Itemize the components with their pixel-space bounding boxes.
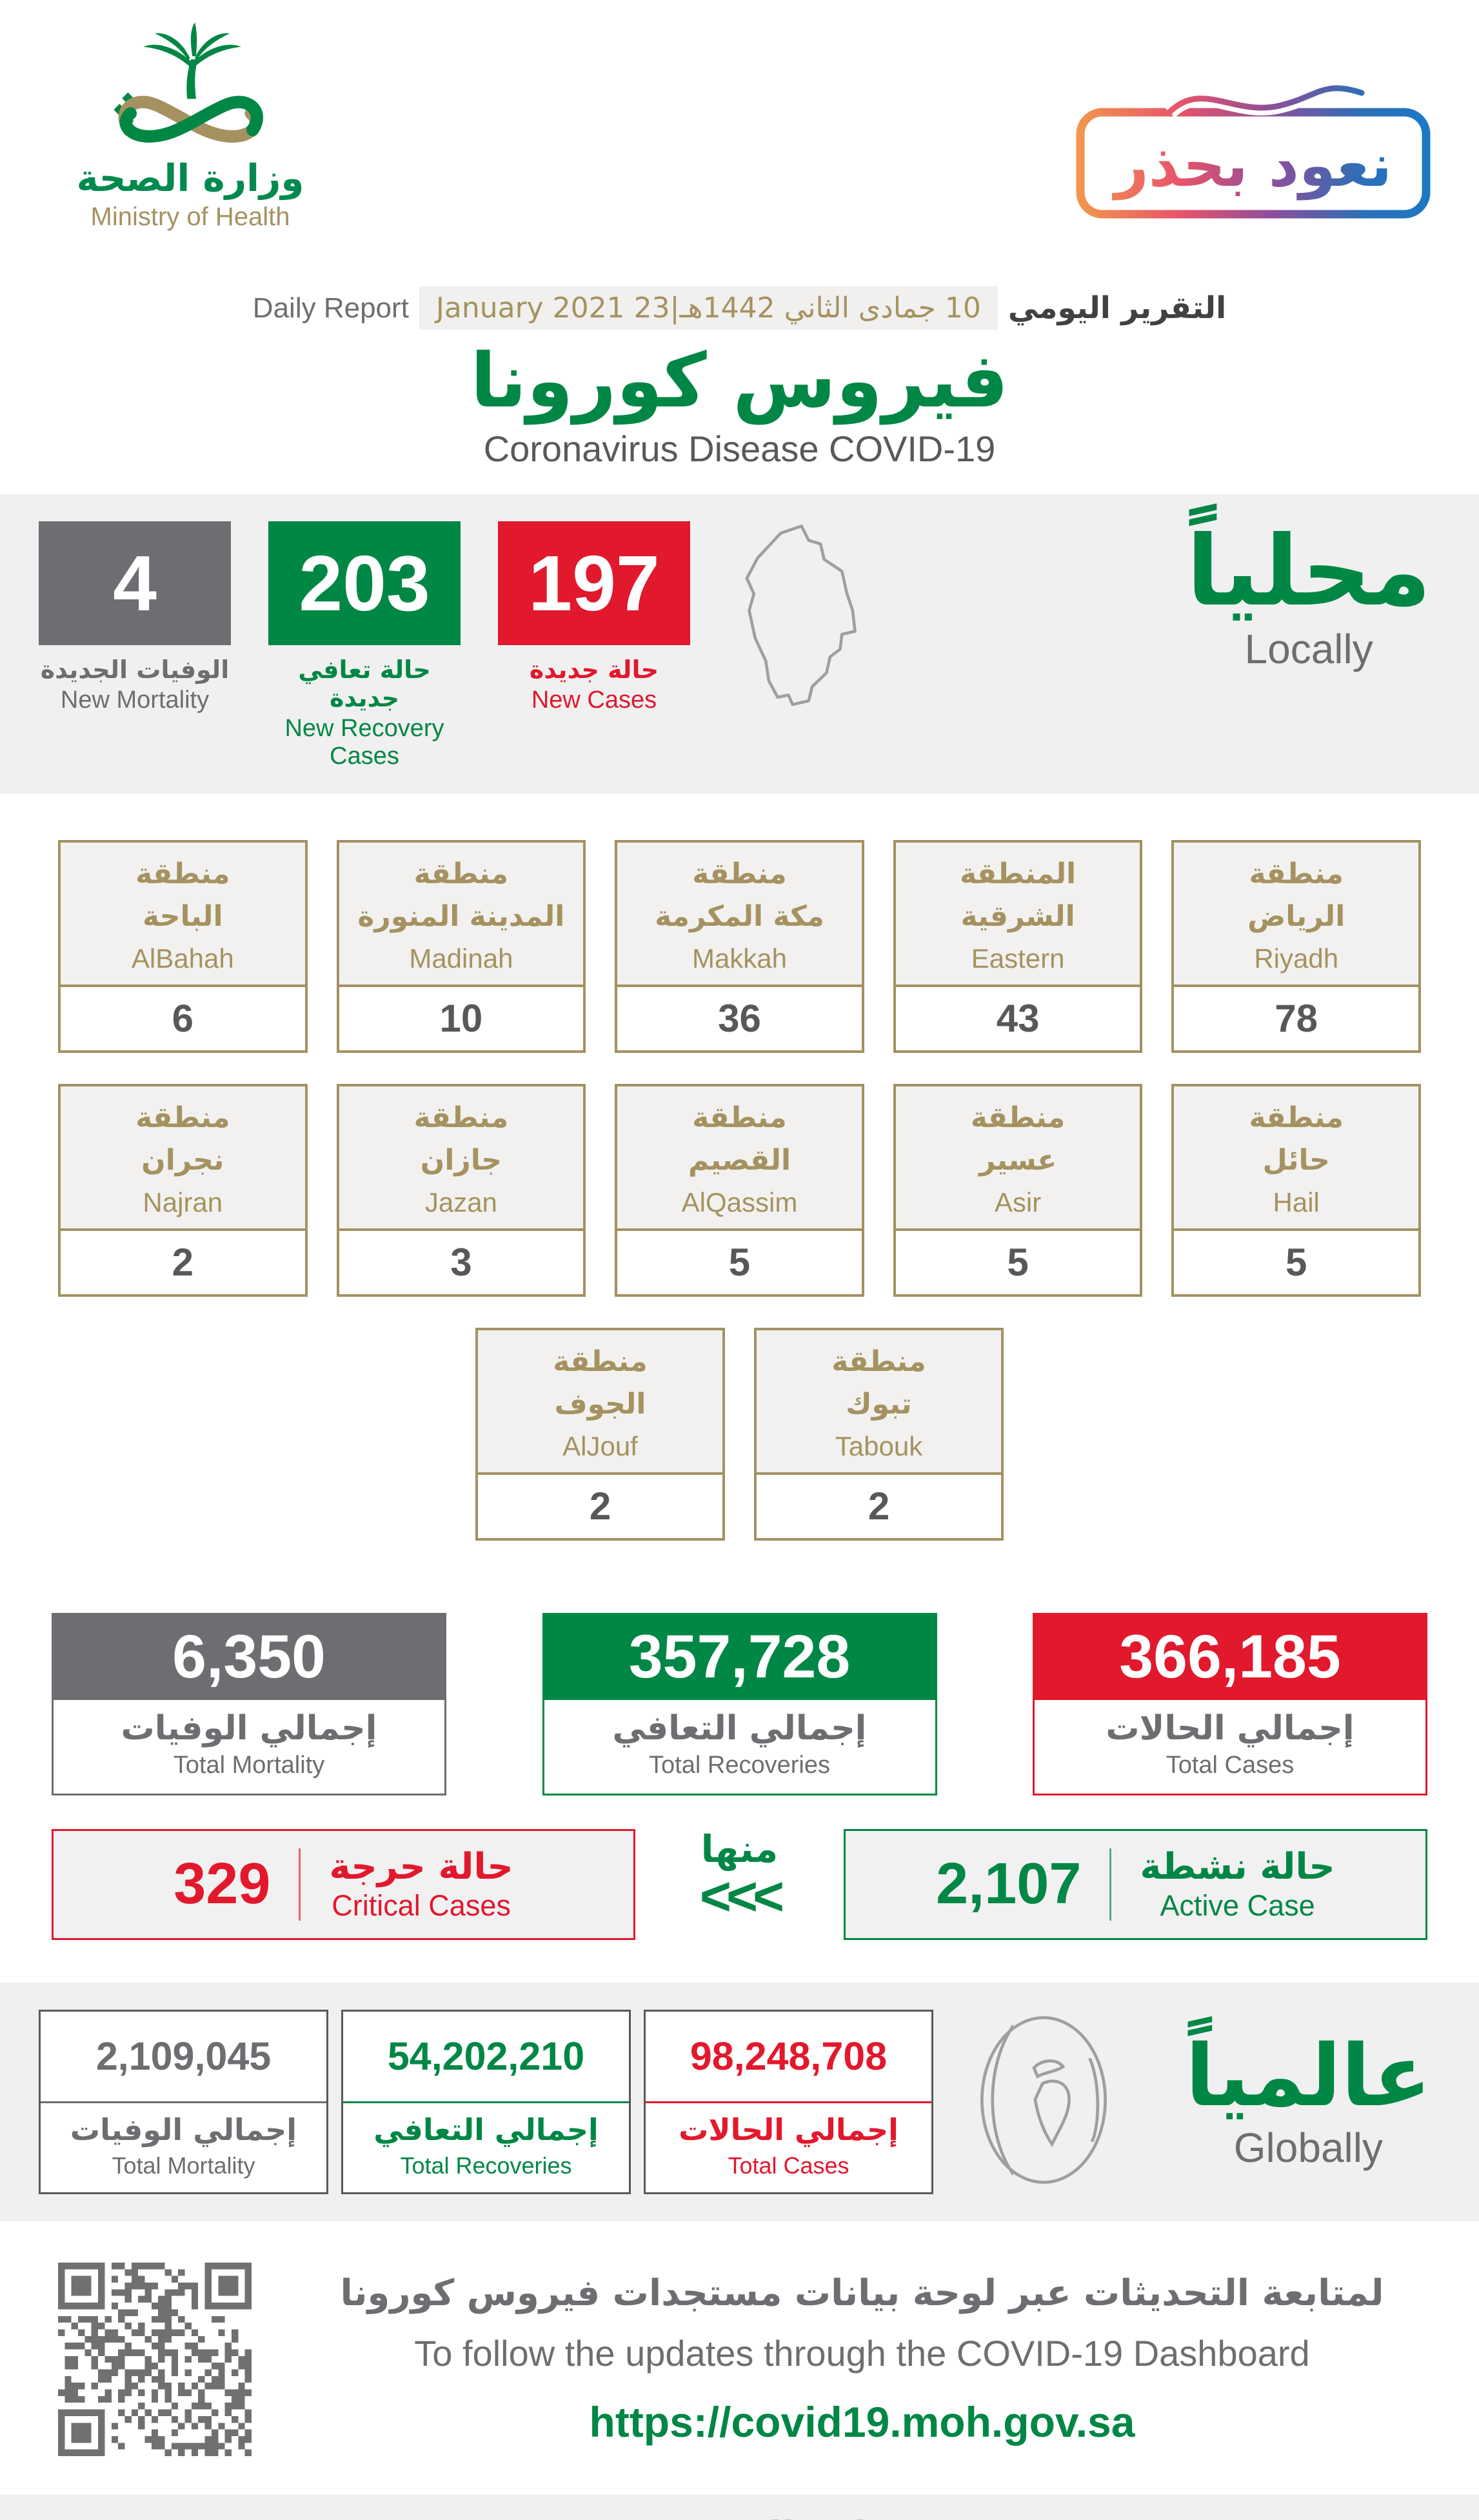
total-cases-card: 366,185 إجمالي الحالات Total Cases <box>1033 1612 1427 1795</box>
call-hashtag-arabic: كلم#الصحة_937 <box>0 2514 1479 2520</box>
dashboard-section: لمتابعة التحديثات عبر لوحة بيانات مستجدا… <box>0 2221 1479 2490</box>
new-recoveries-value: 203 <box>268 521 461 645</box>
return-with-caution-badge: نعود بحذر <box>1073 75 1434 226</box>
header: وزارة الصحة Ministry of Health نعود <box>0 0 1479 283</box>
region-card-najran: منطقة نجران Najran 2 <box>58 1083 308 1297</box>
new-cases-value: 197 <box>498 521 690 645</box>
saudi-arabia-map <box>728 521 869 715</box>
region-card-albahah: منطقة الباحة AlBahah 6 <box>58 839 308 1053</box>
regions-row-3: منطقة الجوف AlJouf 2 منطقة تبوك Tabouk 2 <box>58 1327 1421 1541</box>
breakdown-row: 329 حالة حرجة Critical Cases منها <<< 2,… <box>0 1795 1479 1940</box>
locally-heading: محلياً Locally <box>1186 515 1431 673</box>
logo-arabic-name: وزارة الصحة <box>76 156 304 200</box>
region-card-aljouf: منطقة الجوف AlJouf 2 <box>475 1327 725 1541</box>
moh-logo-emblem <box>114 22 263 143</box>
active-cases-card: 2,107 حالة نشطة Active Case <box>843 1828 1427 1940</box>
report-line: Daily Report 10 جمادى الثاني 1442هـ|23 J… <box>0 286 1479 330</box>
total-recoveries-card: 357,728 إجمالي التعافي Total Recoveries <box>542 1612 937 1795</box>
region-card-alqassim: منطقة القصيم AlQassim 5 <box>615 1083 864 1297</box>
logo-english-name: Ministry of Health <box>90 202 290 231</box>
region-card-jazan: منطقة جازان Jazan 3 <box>336 1083 586 1297</box>
new-cases-stat: 197 حالة جديدة New Cases <box>498 521 690 714</box>
moh-logo: وزارة الصحة Ministry of Health <box>55 18 326 232</box>
daily-report-label: Daily Report <box>252 292 409 324</box>
global-mortality-card: 2,109,045 إجمالي الوفيات Total Mortality <box>39 2009 328 2194</box>
new-mortality-stat: 4 الوفيات الجديدة New Mortality <box>39 521 231 714</box>
new-recoveries-stat: 203 حالة تعافي جديدة New Recovery Cases <box>268 521 461 770</box>
regions-row-1: منطقة الباحة AlBahah 6 منطقة المدينة المنور… <box>58 839 1421 1053</box>
page-title-english: Coronavirus Disease COVID-19 <box>483 428 996 469</box>
dashboard-url[interactable]: https://covid19.moh.gov.sa <box>589 2397 1135 2446</box>
total-mortality-card: 6,350 إجمالي الوفيات Total Mortality <box>52 1612 446 1795</box>
dashboard-text-arabic: لمتابعة التحديثات عبر لوحة بيانات مستجدا… <box>340 2272 1384 2314</box>
regions-grid: منطقة الباحة AlBahah 6 منطقة المدينة المنور… <box>0 794 1479 1575</box>
badge-text: نعود بحذر <box>1112 131 1392 201</box>
qr-code <box>58 2262 252 2456</box>
critical-cases-card: 329 حالة حرجة Critical Cases <box>52 1828 635 1940</box>
new-mortality-value: 4 <box>39 521 231 645</box>
region-card-riyadh: منطقة الرياض Riyadh 78 <box>1171 839 1421 1053</box>
locally-section: 4 الوفيات الجديدة New Mortality 203 حالة… <box>0 494 1479 794</box>
call-moh-band: كلم#الصحة_937 Call MoH 937 <box>0 2494 1479 2520</box>
divider <box>299 1848 301 1921</box>
globally-section: 2,109,045 إجمالي الوفيات Total Mortality… <box>0 1982 1479 2221</box>
region-card-makkah: منطقة مكة المكرمة Makkah 36 <box>615 839 864 1053</box>
totals-row: 6,350 إجمالي الوفيات Total Mortality 357… <box>0 1575 1479 1795</box>
dashboard-text-english: To follow the updates through the COVID-… <box>414 2332 1310 2374</box>
page-title-arabic: فيروس كورونا <box>470 337 1009 425</box>
region-card-tabouk: منطقة تبوك Tabouk 2 <box>754 1327 1004 1541</box>
region-card-asir: منطقة عسير Asir 5 <box>893 1083 1143 1297</box>
region-card-madinah: منطقة المدينة المنورة Madinah 10 <box>336 839 586 1053</box>
globe-icon <box>969 2012 1118 2191</box>
global-recoveries-card: 54,202,210 إجمالي التعافي Total Recoveri… <box>341 2009 631 2194</box>
region-card-hail: منطقة حائل Hail 5 <box>1171 1083 1421 1297</box>
divider <box>1109 1848 1112 1921</box>
report-date: 10 جمادى الثاني 1442هـ|23 January 2021 <box>419 286 998 330</box>
regions-row-2: منطقة نجران Najran 2 منطقة جازان Jazan 3 منط… <box>58 1083 1421 1297</box>
region-card-eastern: المنطقة الشرقية Eastern 43 <box>893 839 1143 1053</box>
daily-report-label-arabic: التقرير اليومي <box>1008 290 1227 326</box>
chevrons-left-icon: <<< <box>699 1865 784 1926</box>
globally-heading: عالمياً Globally <box>1185 2026 1431 2171</box>
global-cases-card: 98,248,708 إجمالي الحالات Total Cases <box>644 2009 933 2194</box>
of-which-connector: منها <<< <box>699 1826 784 1926</box>
